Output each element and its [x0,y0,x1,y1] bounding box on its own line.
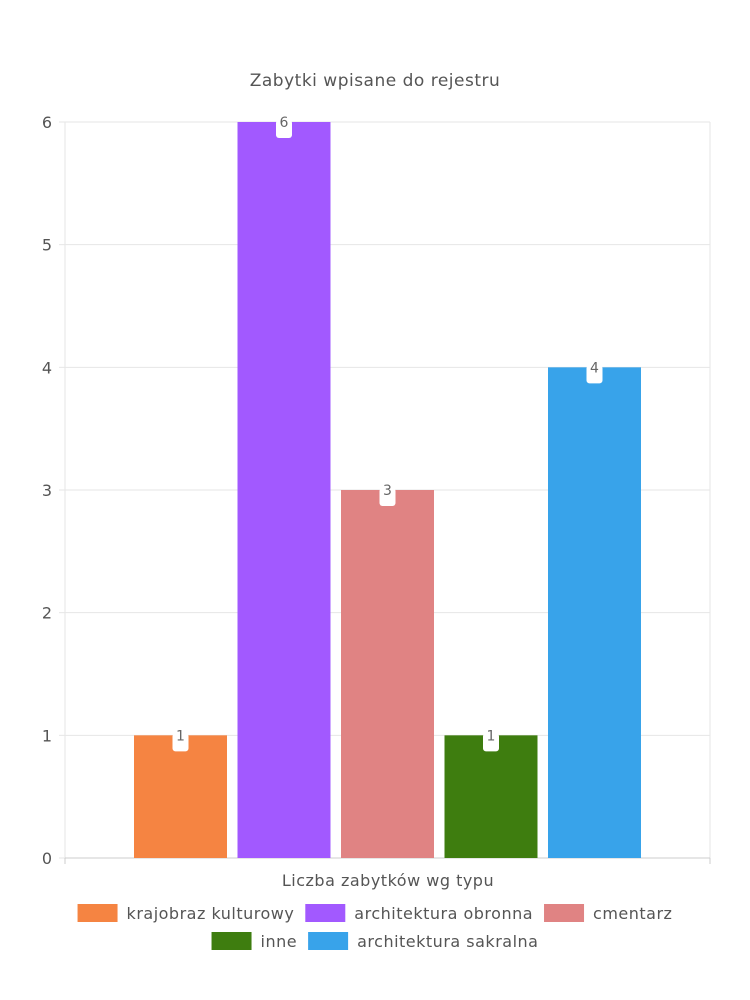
legend-label: architektura sakralna [357,932,538,951]
legend: krajobraz kulturowy architektura obronna c… [77,904,672,951]
legend-swatch [308,932,349,950]
y-tick-label: 5 [42,236,52,255]
y-tick-label: 6 [42,113,52,132]
bar-1 [134,735,227,858]
bar-2 [237,122,331,858]
bar-3 [341,490,434,858]
x-axis-label: Liczba zabytków wg typu [282,871,494,890]
legend-label: krajobraz kulturowy [127,904,295,923]
legend-label: cmentarz [593,904,672,923]
data-label: 6 [280,115,289,131]
legend-label: architektura obronna [354,904,533,923]
legend-swatch [211,932,252,950]
y-tick-label: 4 [42,358,52,377]
data-label-box [276,120,292,138]
data-labels: 1 6 3 1 4 [172,115,603,752]
bar-4 [444,735,538,858]
data-label: 3 [383,483,392,499]
y-tick-label: 1 [42,726,52,745]
legend-swatch [77,904,118,922]
bar-5 [548,367,641,858]
data-label: 1 [487,728,496,744]
chart-title: Zabytki wpisane do rejestru [250,71,501,91]
legend-swatch [544,904,585,922]
data-label-box [483,733,499,752]
y-tick-label: 3 [42,481,52,500]
data-label-box [379,488,396,506]
data-label: 1 [176,728,185,744]
data-label: 4 [590,360,599,376]
bars [134,122,641,858]
y-tick-label: 2 [42,604,52,623]
data-label-box [586,365,603,384]
y-tick-label: 0 [42,849,52,868]
legend-label: inne [261,932,298,951]
legend-swatch [305,904,346,922]
data-label-box [172,733,189,752]
